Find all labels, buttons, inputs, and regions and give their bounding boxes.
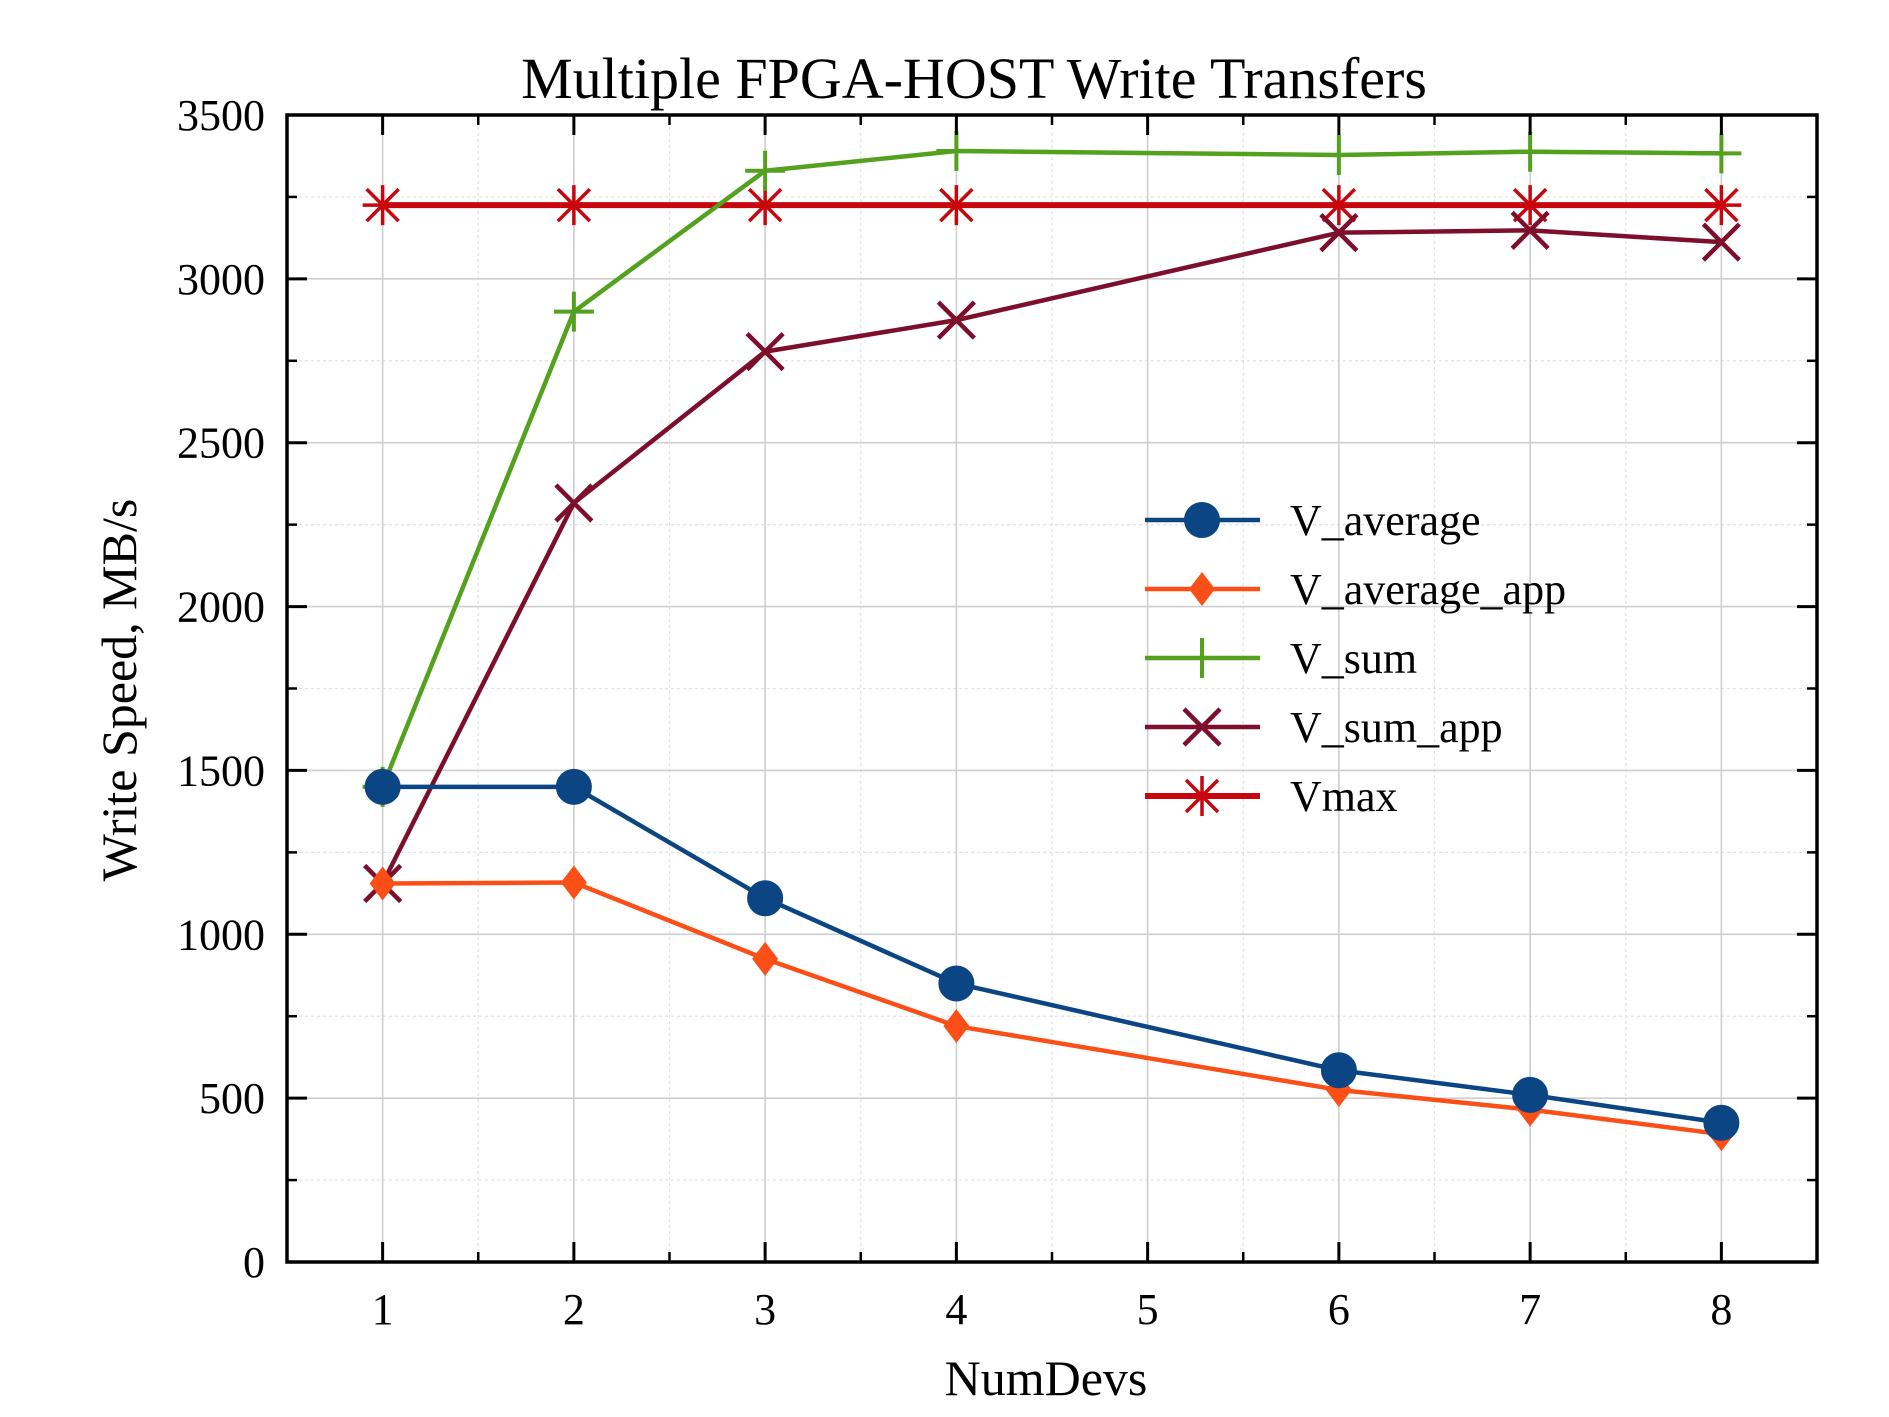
data-point [745, 332, 785, 372]
x-axis-label: NumDevs [945, 1350, 1148, 1406]
x-tick-label: 5 [1137, 1285, 1159, 1334]
y-tick-label: 0 [243, 1238, 265, 1287]
data-point [1510, 210, 1550, 250]
legend-label: V_sum [1290, 634, 1417, 683]
legend-label: V_average_app [1290, 565, 1566, 614]
legend-marker [1182, 638, 1222, 678]
data-point [1512, 1076, 1549, 1113]
data-point [943, 1009, 970, 1044]
data-point [1701, 222, 1741, 262]
legend-label: Vmax [1290, 772, 1398, 821]
x-tick-label: 8 [1710, 1285, 1732, 1334]
y-tick-label: 1500 [177, 746, 265, 795]
data-point [745, 185, 786, 226]
y-tick-label: 2000 [177, 583, 265, 632]
data-point [1319, 213, 1359, 253]
chart-title: Multiple FPGA-HOST Write Transfers [521, 46, 1427, 111]
legend-marker [1182, 707, 1222, 747]
grid [287, 114, 1817, 1263]
legend-item: V_average_app [1145, 565, 1566, 614]
data-point [553, 185, 594, 226]
x-tick-label: 1 [372, 1285, 394, 1334]
legend-item: V_sum_app [1145, 703, 1503, 752]
data-point [1318, 185, 1359, 226]
x-tick-label: 6 [1328, 1285, 1350, 1334]
data-point [369, 866, 396, 901]
data-point [747, 880, 784, 917]
data-point [936, 131, 977, 172]
data-point [752, 941, 779, 976]
y-tick-label: 2500 [177, 419, 265, 468]
legend-label: V_average [1290, 496, 1481, 545]
legend-label: V_sum_app [1290, 703, 1503, 752]
data-point [560, 865, 587, 900]
series-v-average [364, 768, 1740, 1141]
data-point [362, 185, 403, 226]
data-point [938, 965, 975, 1002]
y-axis-label: Write Speed, MB/s [91, 499, 147, 882]
legend-item: V_sum [1145, 634, 1417, 683]
legend-item: Vmax [1145, 772, 1398, 821]
y-tick-label: 500 [199, 1074, 265, 1123]
data-point [553, 291, 594, 332]
data-point [554, 483, 594, 523]
y-tick-label: 1000 [177, 910, 265, 959]
y-tick-label: 3500 [177, 91, 265, 140]
legend-marker [1182, 776, 1222, 816]
x-tick-label: 2 [563, 1285, 585, 1334]
y-tick-label: 3000 [177, 255, 265, 304]
series-layer [362, 131, 1742, 1152]
legend: V_average V_average_app V_sum V_sum_app Vmax [1145, 496, 1566, 821]
data-point [1701, 185, 1742, 226]
data-point [364, 768, 401, 805]
data-point [1510, 131, 1551, 172]
x-tick-label: 3 [754, 1285, 776, 1334]
data-point [936, 185, 977, 226]
x-tick-label: 4 [945, 1285, 967, 1334]
data-point [745, 150, 786, 191]
data-point [1318, 134, 1359, 175]
data-point [936, 300, 976, 340]
data-point [555, 768, 592, 805]
data-point [1320, 1052, 1357, 1089]
data-point [1510, 185, 1551, 226]
legend-marker [1189, 572, 1215, 606]
series-vmax [362, 185, 1742, 226]
legend-marker [1184, 502, 1220, 538]
x-tick-label: 7 [1519, 1285, 1541, 1334]
data-point [1703, 1104, 1740, 1141]
ticks: 1 2 3 4 5 6 7 8 0 500 1000 1500 2000 2500 3000 3500 [177, 91, 1817, 1334]
series-v-sum-app [363, 210, 1741, 904]
legend-item: V_average [1145, 496, 1481, 545]
data-point [1701, 133, 1742, 174]
series-v-sum [362, 131, 1742, 807]
